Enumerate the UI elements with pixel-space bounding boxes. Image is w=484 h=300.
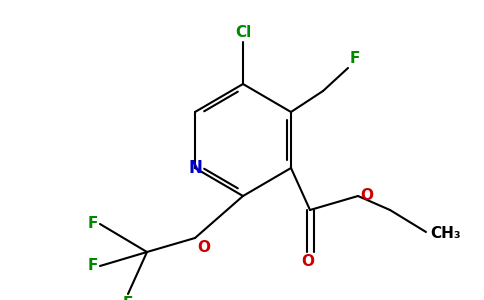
Text: O: O: [360, 188, 373, 203]
Text: Cl: Cl: [235, 25, 251, 40]
Text: CH₃: CH₃: [430, 226, 461, 242]
Text: F: F: [123, 296, 133, 300]
Text: N: N: [188, 159, 202, 177]
Text: F: F: [88, 259, 98, 274]
Text: O: O: [302, 254, 315, 269]
Text: F: F: [88, 217, 98, 232]
Text: F: F: [350, 51, 361, 66]
Text: O: O: [197, 240, 210, 255]
